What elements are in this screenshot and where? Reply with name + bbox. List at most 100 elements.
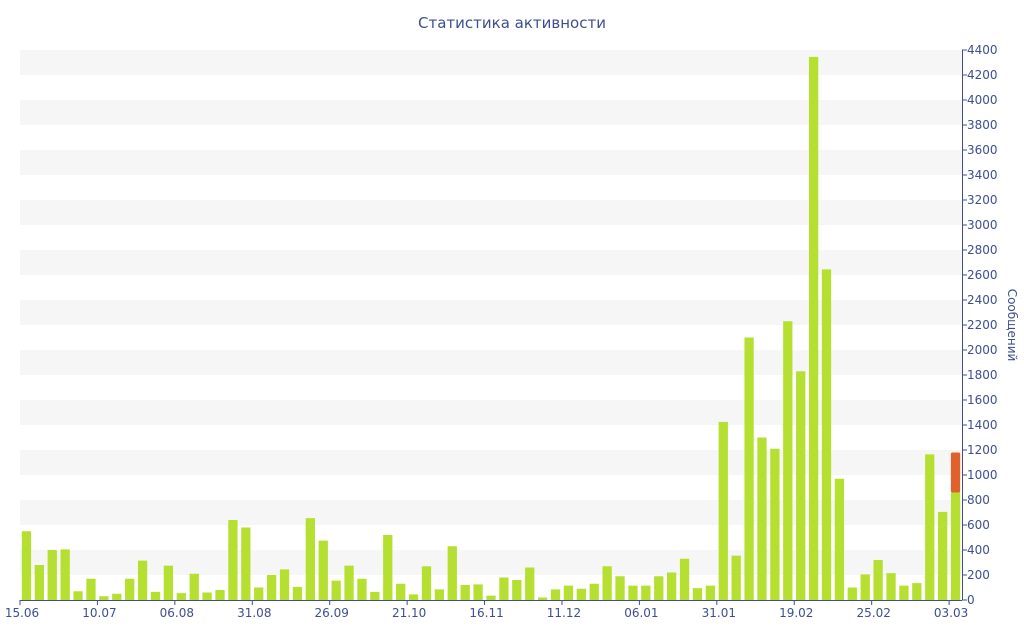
x-tick-label: 31.08	[237, 606, 271, 620]
y-tick-label: 0	[967, 593, 975, 607]
bar[interactable]	[370, 591, 380, 601]
y-axis-title: Сообщений	[1005, 289, 1019, 362]
grid-band	[20, 500, 962, 525]
bar[interactable]	[615, 576, 625, 600]
bar[interactable]	[125, 578, 135, 600]
bar[interactable]	[576, 588, 586, 600]
bar[interactable]	[305, 518, 315, 601]
bar[interactable]	[537, 597, 548, 601]
bar[interactable]	[34, 565, 44, 600]
bar[interactable]	[873, 560, 883, 600]
bar[interactable]	[215, 590, 225, 600]
bar[interactable]	[47, 550, 57, 600]
bar[interactable]	[512, 580, 522, 600]
y-tick-label: 600	[967, 518, 990, 532]
y-tick-label: 200	[967, 568, 990, 582]
bar[interactable]	[628, 585, 638, 601]
x-axis-ticks: 15.06 10.07 06.08 31.08 26.09 21.10 16.11 11.12…	[5, 600, 968, 620]
bar[interactable]	[821, 269, 832, 600]
bar[interactable]	[86, 578, 96, 600]
bar[interactable]	[163, 565, 174, 601]
y-tick-label: 3600	[967, 143, 998, 157]
bar[interactable]	[73, 591, 83, 600]
bar[interactable]	[99, 596, 109, 600]
bar[interactable]	[641, 585, 651, 601]
y-tick-label: 1800	[967, 368, 998, 382]
bar[interactable]	[396, 583, 406, 600]
bar[interactable]	[589, 583, 599, 600]
bar[interactable]	[834, 478, 845, 600]
y-tick-label: 2600	[967, 268, 998, 282]
bar[interactable]	[679, 558, 690, 600]
y-tick-label: 1600	[967, 393, 998, 407]
bar[interactable]	[692, 588, 703, 601]
bar[interactable]	[731, 555, 741, 601]
bar[interactable]	[925, 454, 935, 601]
grid-band	[20, 250, 962, 275]
bar[interactable]	[254, 587, 264, 601]
bar[interactable]	[228, 520, 238, 600]
bar[interactable]	[202, 592, 212, 601]
bar[interactable]	[266, 575, 277, 600]
bar[interactable]	[499, 577, 509, 601]
x-tick-label: 19.02	[779, 606, 813, 620]
y-tick-label: 1400	[967, 418, 998, 432]
bar[interactable]	[60, 549, 70, 601]
bar[interactable]	[860, 574, 870, 601]
grid-band	[20, 200, 962, 225]
bar[interactable]	[667, 572, 677, 601]
x-tick-label: 15.06	[5, 606, 39, 620]
bar-series	[21, 56, 961, 601]
bar[interactable]	[383, 535, 393, 600]
bar[interactable]	[357, 578, 367, 600]
bar[interactable]	[744, 337, 754, 601]
bar[interactable]	[563, 585, 574, 601]
bar[interactable]	[550, 589, 561, 601]
bar[interactable]	[718, 421, 728, 601]
x-tick-label: 16.11	[469, 606, 503, 620]
bar[interactable]	[150, 591, 161, 601]
bar[interactable]	[21, 531, 32, 600]
bar[interactable]	[486, 595, 496, 601]
y-tick-label: 1200	[967, 443, 998, 457]
bar[interactable]	[279, 569, 290, 601]
y-tick-label: 4200	[967, 68, 998, 82]
bar[interactable]	[408, 594, 419, 601]
bar[interactable]	[189, 573, 199, 600]
bar[interactable]	[796, 371, 806, 600]
bar[interactable]	[331, 580, 341, 601]
bar[interactable]	[525, 567, 535, 601]
bar[interactable]	[938, 511, 948, 601]
bar[interactable]	[654, 576, 664, 600]
bar[interactable]	[460, 585, 470, 600]
bar[interactable]	[176, 593, 186, 601]
bar[interactable]	[421, 566, 432, 600]
bar[interactable]	[886, 573, 896, 601]
bar[interactable]	[847, 587, 857, 601]
bar[interactable]	[783, 321, 793, 600]
x-tick-label: 31.01	[702, 606, 736, 620]
x-tick-label: 21.10	[392, 606, 426, 620]
bar[interactable]	[473, 584, 483, 601]
bar[interactable]	[705, 585, 716, 601]
bar[interactable]	[137, 560, 148, 601]
bar[interactable]	[344, 565, 354, 601]
bar[interactable]	[757, 437, 767, 601]
bar[interactable]	[292, 586, 303, 601]
grid-band	[20, 150, 962, 175]
bar[interactable]	[318, 540, 328, 601]
bar[interactable]	[899, 585, 909, 601]
bar[interactable]	[950, 492, 961, 601]
bar[interactable]	[912, 583, 922, 601]
bar[interactable]	[447, 546, 457, 600]
x-tick-label: 06.08	[160, 606, 194, 620]
x-tick-label: 06.01	[624, 606, 658, 620]
grid-band	[20, 550, 962, 575]
bar[interactable]	[112, 593, 122, 600]
bar[interactable]	[434, 589, 445, 601]
bar[interactable]	[241, 527, 251, 601]
bar[interactable]	[770, 448, 780, 600]
bar[interactable]	[602, 566, 612, 600]
bar-highlight-segment[interactable]	[950, 452, 961, 493]
bar[interactable]	[808, 56, 819, 601]
